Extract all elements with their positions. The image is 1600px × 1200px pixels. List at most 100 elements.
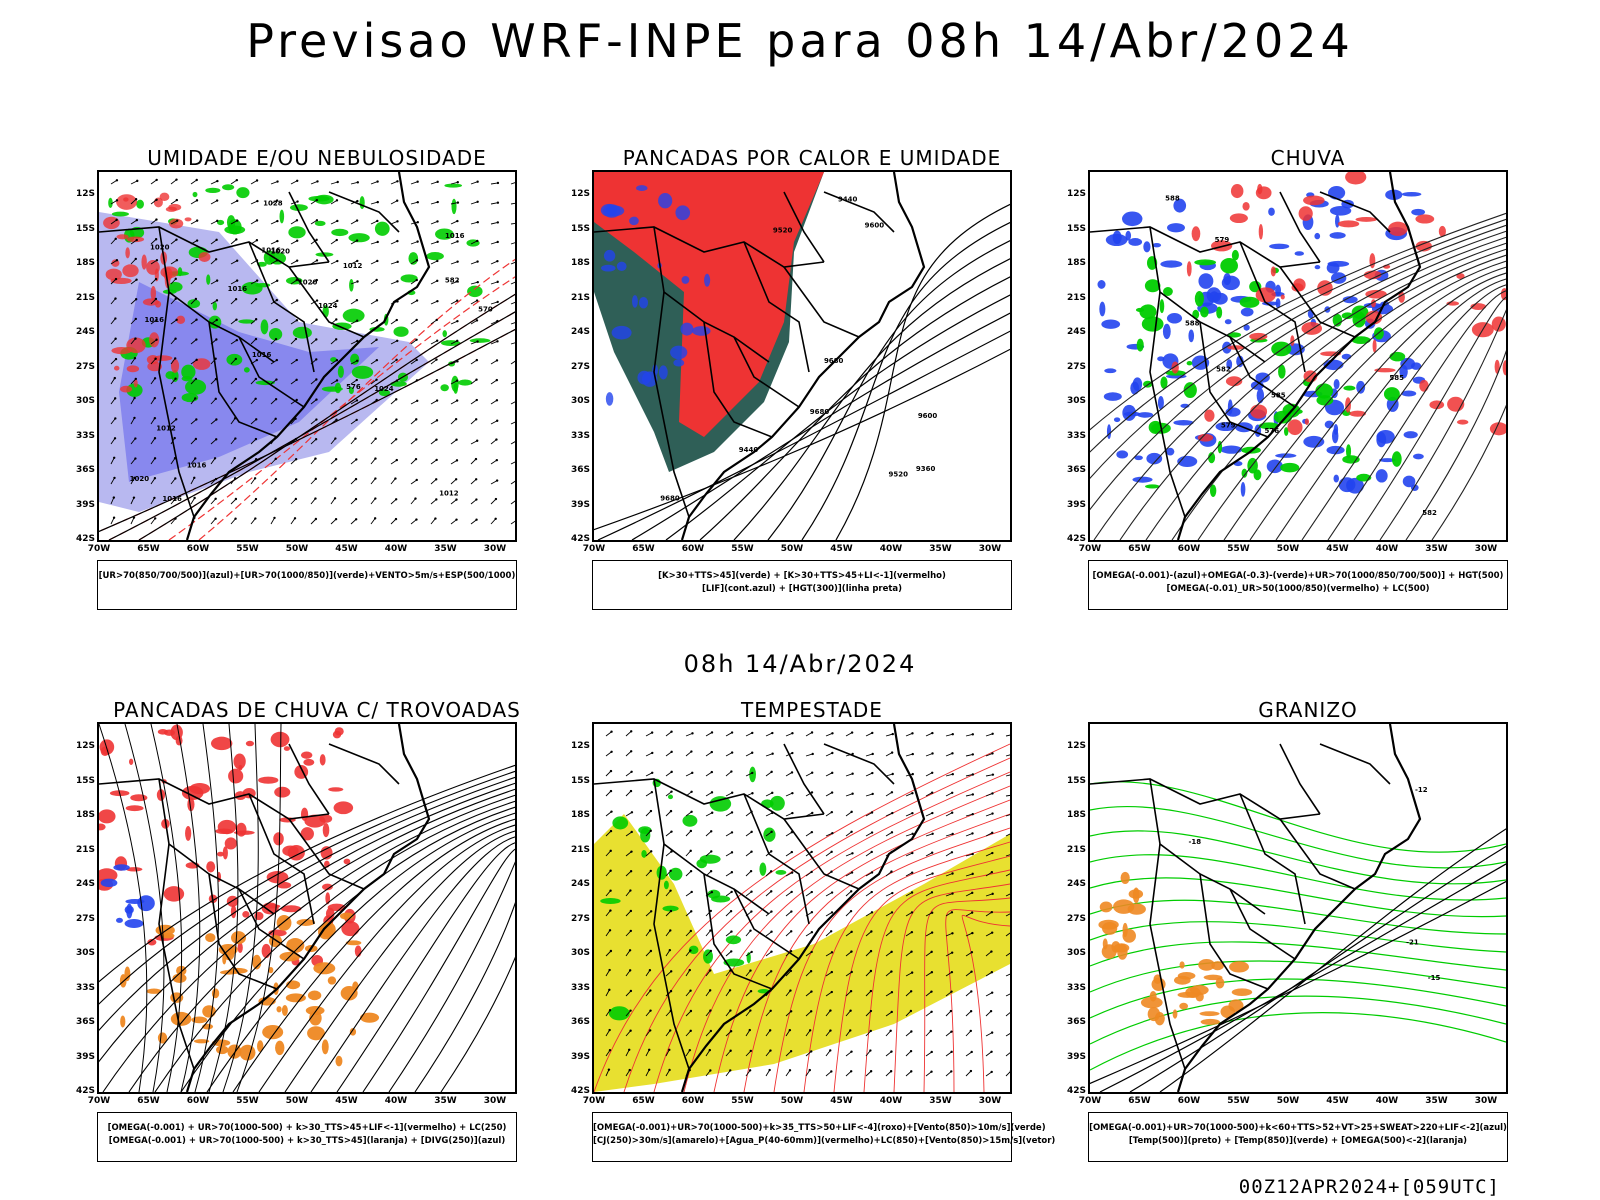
wind-vector-head — [830, 970, 833, 974]
wind-vector-head — [275, 298, 279, 302]
shaded-cell — [1239, 296, 1260, 308]
shaded-cell — [1258, 422, 1279, 430]
wind-vector-head — [254, 337, 258, 341]
shaded-cell — [1329, 205, 1352, 216]
political-border — [703, 873, 773, 990]
wind-vector-head — [274, 417, 277, 421]
wind-vector-head — [851, 772, 854, 775]
wind-vector-head — [628, 969, 632, 972]
contour-label: 9520 — [773, 227, 793, 235]
wind-vector-head — [930, 950, 933, 954]
legend-box: [UR>70(850/700/500)](azul)+[UR>70(1000/8… — [97, 560, 517, 610]
wind-vector-head — [476, 260, 479, 263]
shaded-cell — [1200, 306, 1209, 318]
height-contour — [801, 222, 1010, 540]
wind-vector-head — [911, 832, 914, 836]
contour-label: 570 — [478, 306, 493, 314]
longitude-label: 65W — [1128, 544, 1151, 554]
wind-vector-head — [689, 1029, 692, 1033]
shaded-cell — [667, 794, 674, 800]
streamline — [176, 724, 201, 1092]
shaded-cell — [189, 783, 211, 795]
shaded-cell — [334, 382, 342, 394]
wind-vector-head — [134, 298, 138, 301]
contour-label: 1012 — [156, 425, 176, 433]
wind-vector — [1005, 814, 1010, 817]
contour-label: 1012 — [439, 490, 459, 498]
shaded-cell — [1172, 1009, 1178, 1019]
shaded-cell — [1388, 221, 1408, 237]
longitude-label: 70W — [87, 1096, 111, 1106]
wind-vector — [1005, 734, 1010, 737]
precipitable-water-contour — [961, 914, 1010, 1092]
precipitable-water-contour — [863, 869, 1010, 1092]
shaded-cell — [165, 206, 178, 212]
longitude-label: 35W — [929, 1096, 952, 1106]
wind-vector-head — [608, 968, 611, 972]
wind-vector-head — [808, 1068, 811, 1072]
shaded-cell — [296, 918, 316, 926]
wind-vector-head — [295, 378, 298, 382]
contour-label: 9360 — [916, 465, 936, 473]
panel-title: PANCADAS POR CALOR E UMIDADE — [622, 146, 1002, 170]
coastline — [1176, 172, 1422, 540]
wind-vector-head — [235, 219, 239, 222]
wind-vector-head — [990, 1031, 994, 1034]
shaded-cell — [192, 358, 211, 370]
wind-vector-head — [750, 910, 753, 913]
wind-vector-head — [850, 950, 853, 953]
wind-vector-head — [790, 930, 793, 933]
wind-vector-head — [689, 929, 693, 933]
shaded-cell — [1373, 327, 1384, 340]
shaded-cell — [222, 184, 235, 191]
wind-vector-head — [930, 990, 933, 993]
wind-vector-head — [971, 891, 974, 895]
shaded-cell — [1141, 316, 1164, 332]
latitude-label: 27S — [1066, 913, 1086, 924]
wind-vector-head — [376, 219, 379, 223]
wind-vector-head — [153, 457, 157, 460]
wind-vector-head — [971, 832, 974, 835]
wind-vector-head — [710, 770, 714, 774]
political-border — [743, 793, 810, 925]
longitude-label: 55W — [236, 544, 259, 554]
wind-vector-head — [396, 180, 399, 183]
legend-box: [OMEGA(-0.001)-(azul)+OMEGA(-0.3)-(verde… — [1088, 560, 1508, 610]
wind-vector-head — [336, 219, 339, 223]
wind-vector-head — [476, 340, 479, 343]
shaded-cell — [675, 205, 691, 221]
wind-vector-head — [415, 338, 418, 341]
wind-vector-head — [931, 771, 934, 774]
contour-label: 1016 — [162, 495, 182, 503]
shaded-cell — [1228, 999, 1244, 1012]
shaded-cell — [191, 1016, 208, 1024]
shaded-cell — [257, 1040, 264, 1053]
wind-vector-head — [113, 397, 117, 400]
streamline — [440, 956, 515, 1092]
wind-vector-head — [609, 789, 613, 793]
longitude-label: 50W — [1276, 1096, 1300, 1106]
wind-vector-head — [194, 397, 197, 400]
wind-vector-head — [335, 418, 338, 421]
wind-vector — [510, 480, 515, 485]
shaded-cell — [1372, 339, 1377, 353]
wind-vector-head — [395, 418, 398, 421]
latitude-label: 36S — [1066, 465, 1086, 475]
wind-vector-head — [728, 989, 732, 992]
wind-vector-head — [194, 277, 198, 281]
shaded-cell — [1333, 424, 1339, 435]
streamline — [1223, 266, 1506, 540]
wind-vector-head — [869, 1070, 873, 1073]
shaded-cell — [1204, 409, 1215, 422]
wind-vector-head — [890, 791, 894, 794]
wind-vector-head — [476, 239, 479, 243]
shaded-cell — [636, 185, 648, 192]
wind-vector-head — [831, 771, 834, 775]
wind-vector-head — [476, 200, 479, 203]
latitude-label: 21S — [570, 292, 590, 303]
wind-vector-head — [295, 398, 298, 402]
shaded-cell — [1249, 332, 1268, 341]
latitude-labels: 12S 15S 18S 21S 24S 27S 30S 33S 36S 39S 42S — [67, 722, 95, 1096]
wind-vector-head — [155, 178, 158, 182]
latitude-label: 33S — [75, 982, 95, 993]
